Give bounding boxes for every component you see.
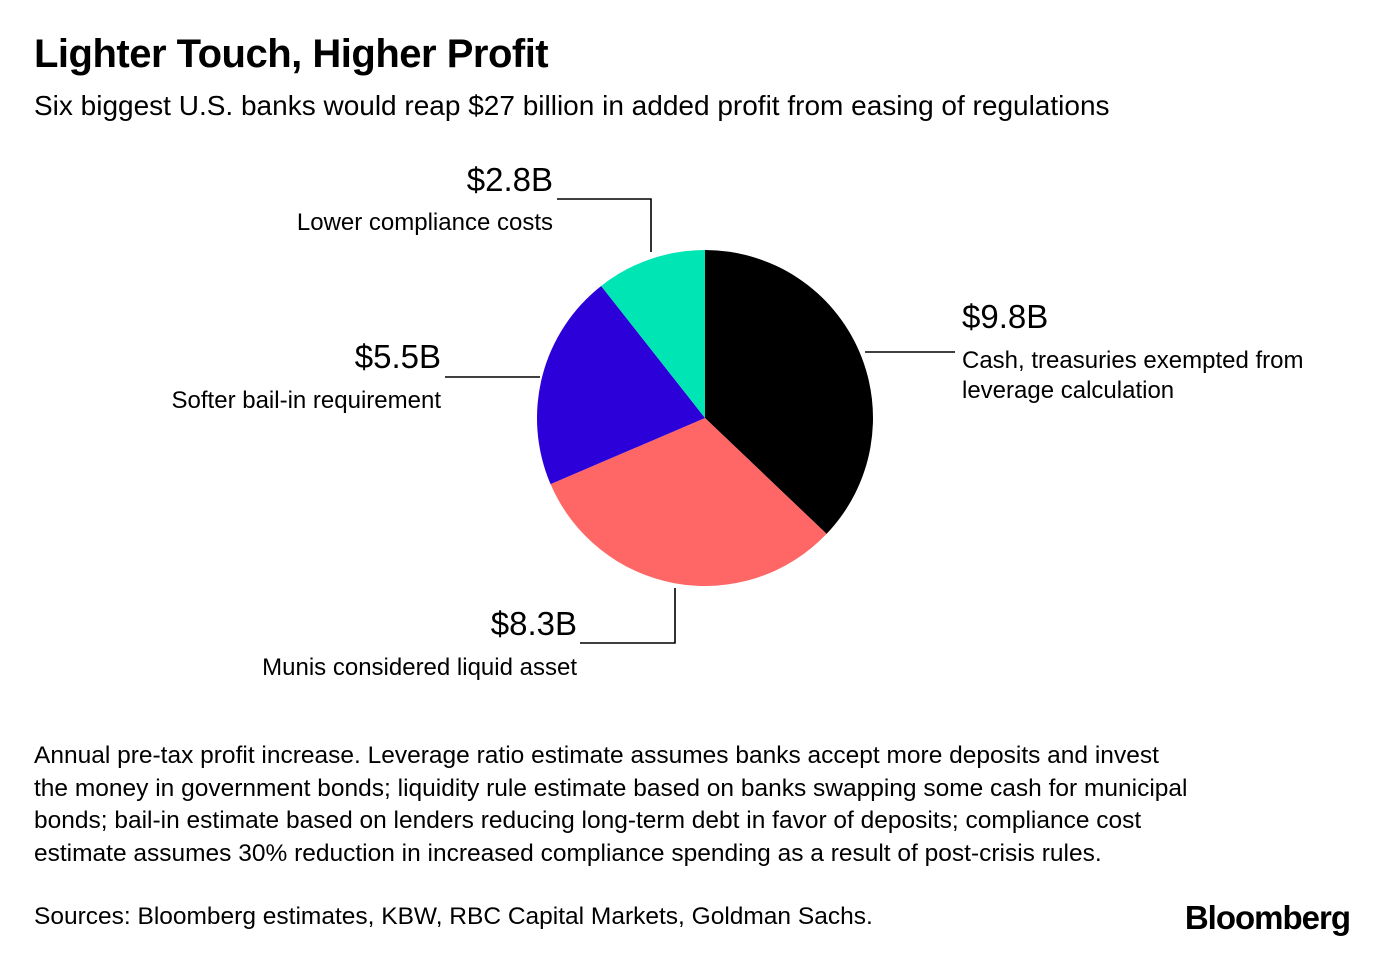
category-label-softer-bail-in-requirement: Softer bail-in requirement: [172, 387, 442, 414]
pie-slice-cash-treasuries-exempted-from-leverage-calculation: [705, 250, 873, 534]
leader-line-lower-compliance-costs: [557, 198, 652, 252]
chart-title: Lighter Touch, Higher Profit: [34, 32, 549, 76]
value-label-softer-bail-in-requirement: $5.5B: [355, 338, 441, 375]
leader-line-munis-considered-liquid-asset: [580, 588, 676, 644]
sources-note: Sources: Bloomberg estimates, KBW, RBC C…: [34, 903, 873, 930]
chart-subtitle: Six biggest U.S. banks would reap $27 bi…: [34, 90, 1110, 121]
value-label-cash-treasuries-exempted-from-leverage-calculation: $9.8B: [962, 298, 1048, 335]
bloomberg-logo: Bloomberg: [1184, 899, 1351, 936]
value-label-munis-considered-liquid-asset: $8.3B: [491, 605, 577, 642]
category-label-munis-considered-liquid-asset: Munis considered liquid asset: [262, 654, 577, 681]
pie-slice-lower-compliance-costs: [601, 250, 705, 418]
pie-chart: $9.8B Cash, treasuries exempted from lever…: [172, 161, 1304, 681]
footnote: Annual pre-tax profit increase. Leverage…: [34, 742, 1188, 867]
pie-slice-munis-considered-liquid-asset: [550, 418, 827, 587]
value-label-lower-compliance-costs: $2.8B: [467, 161, 553, 198]
category-label-lower-compliance-costs: Lower compliance costs: [297, 209, 553, 236]
pie-slice-softer-bail-in-requirement: [536, 285, 705, 485]
category-label-cash-treasuries-exempted-from-leverage-calculation: Cash, treasuries exempted from leverage c…: [962, 347, 1303, 404]
